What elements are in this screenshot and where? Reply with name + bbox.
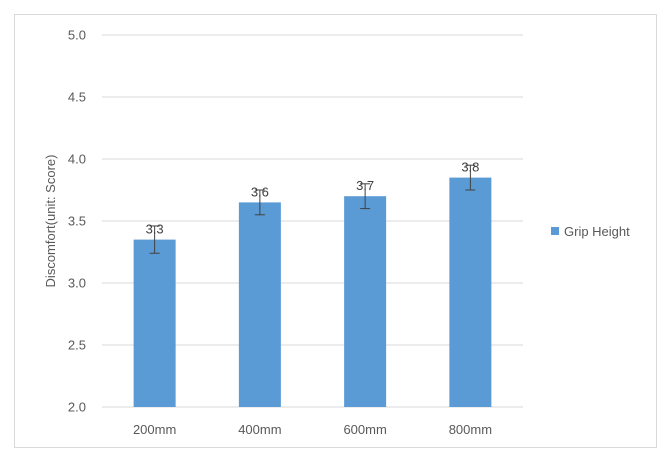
bar: [344, 196, 387, 407]
error-bars: [149, 164, 476, 254]
x-tick-labels: 200mm 400mm 600mm 800mm: [133, 422, 492, 437]
bar: [238, 202, 281, 407]
x-tick-label: 800mm: [449, 422, 492, 437]
data-label: 3.6: [251, 184, 269, 199]
data-labels: 3.3 3.6 3.7 3.8: [146, 160, 480, 237]
x-tick-label: 200mm: [133, 422, 176, 437]
bars: [133, 177, 492, 407]
y-tick-label: 5.0: [68, 28, 86, 43]
data-label: 3.7: [356, 178, 374, 193]
y-tick-label: 2.5: [68, 338, 86, 353]
legend-label: Grip Height: [564, 224, 630, 239]
y-axis-title: Discomfort(unit: Score): [43, 155, 58, 288]
y-tick-label: 4.0: [68, 152, 86, 167]
y-tick-label: 4.5: [68, 90, 86, 105]
y-tick-label: 3.5: [68, 214, 86, 229]
x-tick-label: 600mm: [343, 422, 386, 437]
data-label: 3.3: [146, 222, 164, 237]
bar: [449, 177, 492, 407]
y-tick-labels: 2.0 2.5 3.0 3.5 4.0 4.5 5.0: [68, 28, 86, 415]
chart-frame: [14, 14, 657, 448]
data-label: 3.8: [461, 160, 479, 175]
legend-swatch: [551, 227, 559, 235]
y-tick-label: 3.0: [68, 276, 86, 291]
legend: Grip Height: [551, 224, 630, 239]
y-tick-label: 2.0: [68, 400, 86, 415]
x-tick-label: 400mm: [238, 422, 281, 437]
bar: [133, 239, 176, 407]
